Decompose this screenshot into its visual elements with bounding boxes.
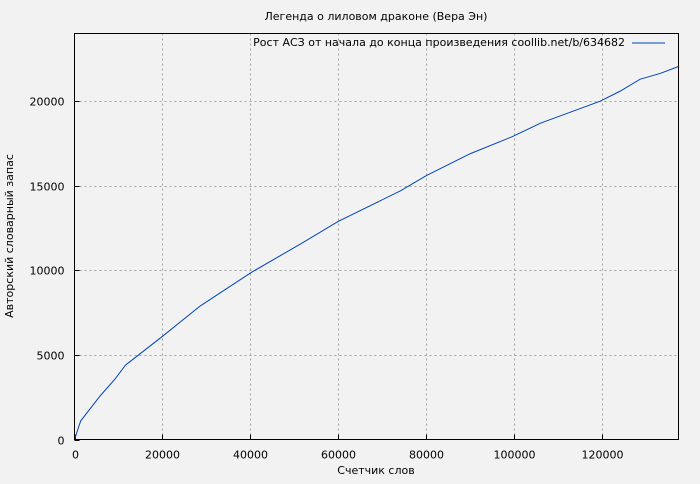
y-axis-label: Авторский словарный запас	[3, 154, 16, 318]
x-tick-label: 20000	[145, 449, 180, 462]
x-tick-label: 40000	[233, 449, 268, 462]
chart-title: Легенда о лиловом драконе (Вера Эн)	[265, 10, 488, 23]
x-tick-label: 0	[72, 449, 79, 462]
y-tick-label: 20000	[30, 96, 65, 109]
legend-label: Рост АСЗ от начала до конца произведения…	[253, 36, 625, 49]
ticks: 0 20000 40000 60000 80000 100000 120000 0 5000 10…	[30, 96, 624, 462]
x-tick-label: 100000	[494, 449, 536, 462]
y-tick-label: 15000	[30, 181, 65, 194]
x-axis-label: Счетчик слов	[337, 464, 414, 477]
x-tick-label: 60000	[321, 449, 356, 462]
y-tick-label: 0	[58, 435, 65, 448]
series-line	[74, 66, 679, 440]
x-tick-label: 80000	[409, 449, 444, 462]
y-tick-label: 5000	[37, 350, 65, 363]
grid	[74, 33, 679, 440]
x-tick-label: 120000	[582, 449, 624, 462]
y-tick-label: 10000	[30, 265, 65, 278]
plot-frame	[74, 33, 679, 440]
